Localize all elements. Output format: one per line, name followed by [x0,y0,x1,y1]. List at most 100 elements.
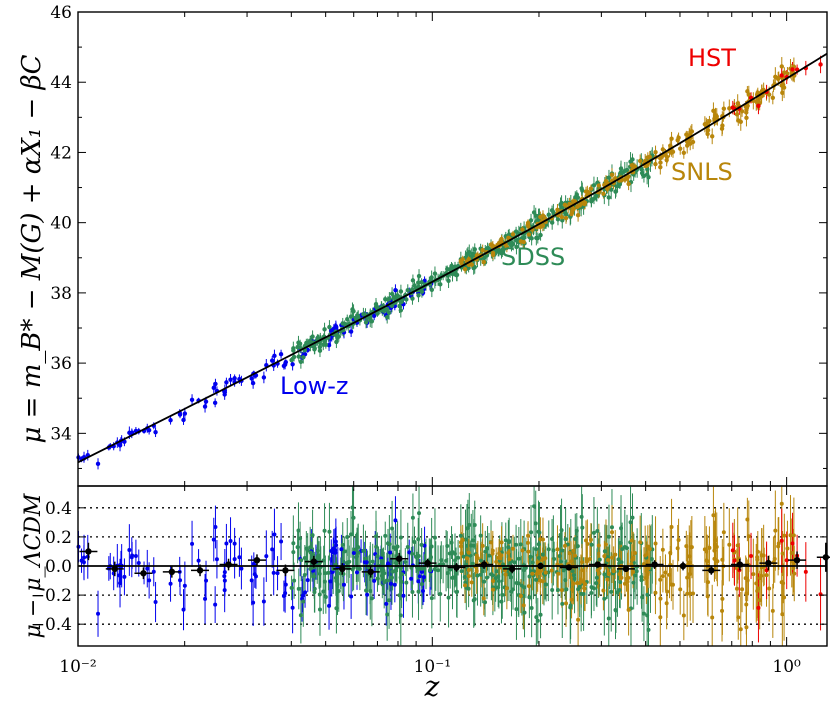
residual-point [519,583,524,588]
residual-point [153,600,158,605]
binned-point [594,561,601,568]
residual-point [117,573,122,578]
top-data-point [660,147,666,152]
residual-point [602,596,607,601]
residual-point [584,557,589,562]
top-data-point [371,313,377,319]
top-data-point [182,411,188,416]
top-data-point [322,339,328,344]
residual-point [579,514,584,519]
residual-point [467,523,472,528]
bottom-y-tick-label: 0.2 [45,528,72,548]
top-points-layer [76,62,823,467]
binned-point [565,564,573,571]
residual-point [300,593,305,598]
residual-point [345,534,350,539]
residual-point [182,583,187,588]
top-data-point [410,278,416,283]
top-data-point [298,359,304,365]
residual-point [304,546,309,551]
top-data-point [429,287,435,293]
top-data-point [721,106,727,111]
residual-point [118,581,123,586]
bottom-y-axis-title: μ − μ_ΛCDM [21,493,46,638]
residual-point [782,595,787,600]
top-data-point [676,135,681,140]
residual-point [712,548,717,553]
residual-point [653,590,658,595]
residual-point [559,559,564,564]
binned-point [225,561,232,568]
top-data-point [639,167,644,172]
residual-point [466,550,471,555]
top-data-point [712,116,717,121]
top-data-point [291,354,297,360]
top-data-point [405,287,410,293]
residual-point [504,586,509,591]
residual-point [417,511,422,516]
residual-point [370,559,375,564]
residual-point [645,592,650,597]
top-data-point [345,316,350,322]
residual-point [237,555,242,560]
top-data-point [684,143,690,148]
residual-point [720,557,725,562]
residual-point [792,571,797,576]
residual-point [222,570,227,575]
top-data-point [222,392,227,397]
top-data-point [668,143,673,148]
top-data-point [626,181,631,187]
residual-point [127,548,132,553]
residual-point [334,606,339,611]
residual-point [571,581,576,586]
residual-point [416,579,421,584]
residual-point [379,558,384,563]
residual-point [356,550,361,555]
top-data-point [738,119,743,124]
residual-point [555,547,560,552]
residual-point [271,570,276,575]
residual-point [602,554,607,559]
residual-point [322,528,327,533]
residual-point [296,586,301,591]
residual-point [351,515,356,520]
top-data-point [746,92,751,97]
residual-point [663,570,668,575]
residual-point [606,534,611,539]
residual-point [375,554,380,559]
residual-point [754,581,759,586]
binned-point [282,567,289,574]
residual-point [534,615,539,620]
bottom-ticks-layer: −0.4 −0.2 0.0 0.2 0.4 10⁻² 10⁻¹ 10⁰ [31,486,827,677]
residual-point [745,578,750,583]
top-data-point [609,172,615,177]
residual-point [543,570,548,575]
binned-point [480,561,488,568]
residual-point [469,580,474,585]
residual-point [735,543,740,548]
residual-point [611,569,616,574]
residual-point [251,600,256,605]
residual-point [518,594,523,599]
residual-point [658,577,663,582]
top-data-point [389,291,395,297]
residual-point [500,592,505,597]
residual-point [602,572,607,577]
residual-point [323,595,328,600]
residual-point [537,530,542,535]
residual-point [536,571,541,576]
residual-point [478,558,483,563]
top-data-point [520,227,525,232]
top-y-tick-label: 42 [50,143,72,163]
residual-point [387,598,392,603]
top-data-point [745,103,750,108]
residual-point [540,552,545,557]
residual-point [458,544,463,549]
residual-point [327,603,332,608]
residual-point [364,588,369,593]
residual-point [390,569,395,574]
residual-point [249,578,254,583]
residual-point [526,549,531,554]
residual-point [784,558,789,563]
